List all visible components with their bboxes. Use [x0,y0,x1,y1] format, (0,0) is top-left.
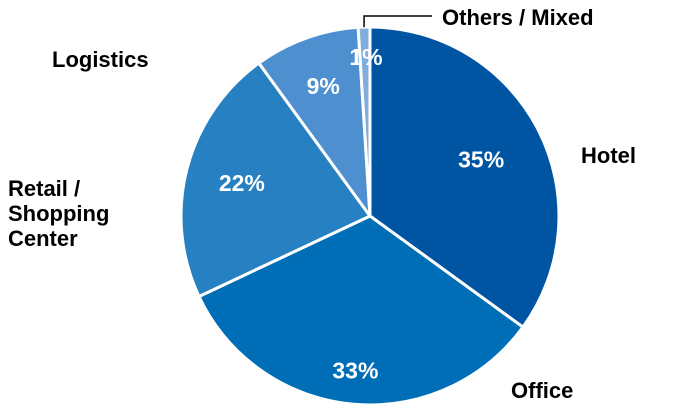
pct-label-others-mixed: 1% [349,44,382,70]
pie-slice-hotel [368,25,561,329]
pct-label-logistics: 9% [307,73,340,99]
label-office: Office [511,378,574,403]
pie-slice-office [197,214,525,407]
label-retail-shopping-center: Retail / Shopping Center [8,176,110,251]
pie-slice-logistics [257,25,372,218]
pct-label-retail-shopping-center: 22% [219,170,265,196]
pct-label-hotel: 35% [458,146,504,172]
pct-label-office: 33% [332,357,378,383]
others-leader-line [363,15,432,28]
label-others-mixed: Others / Mixed [442,5,594,30]
label-hotel: Hotel [581,143,636,168]
label-logistics: Logistics [52,47,149,72]
pie-slice-retail-shopping-center [179,61,372,298]
